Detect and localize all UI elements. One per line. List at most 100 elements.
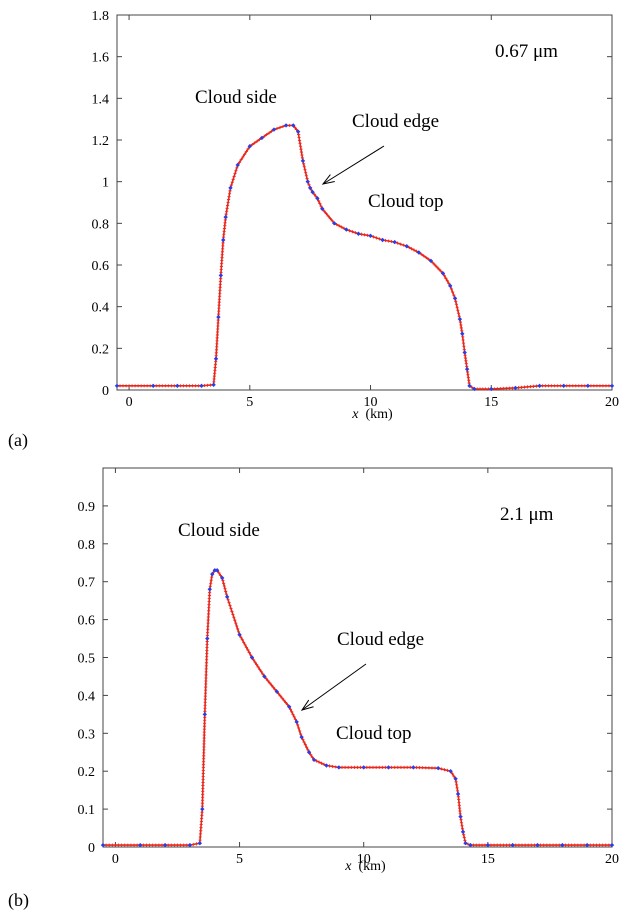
data-point (411, 765, 416, 770)
red-marker (554, 843, 558, 847)
red-marker (528, 385, 533, 389)
red-marker (278, 125, 282, 130)
red-marker (201, 760, 206, 764)
red-marker (516, 386, 521, 390)
red-marker (232, 615, 236, 619)
data-point (197, 841, 203, 846)
red-marker (181, 384, 186, 388)
data-point (205, 636, 210, 641)
red-marker (217, 297, 222, 301)
red-marker (206, 615, 210, 619)
red-marker (205, 652, 209, 656)
x-tick-label: 5 (236, 852, 243, 867)
red-marker (202, 721, 207, 725)
red-marker (296, 132, 301, 137)
red-marker (276, 692, 281, 696)
red-marker (207, 603, 211, 607)
red-marker (296, 723, 300, 727)
red-marker (298, 141, 302, 145)
data-point (202, 712, 207, 717)
data-point (472, 386, 477, 392)
red-marker (202, 751, 206, 755)
red-marker (304, 174, 308, 178)
red-marker (447, 281, 451, 285)
red-marker (322, 209, 326, 213)
plot-frame (116, 14, 613, 391)
red-marker (204, 679, 208, 683)
red-marker (233, 171, 237, 176)
red-marker (202, 724, 207, 728)
red-marker (292, 715, 296, 719)
red-marker (215, 342, 219, 346)
red-marker (359, 232, 364, 236)
red-marker (200, 801, 205, 805)
chart-panel-b: 0 0.1 0.2 0.3 0.4 0.5 0.6 0.7 0.8 0.9 0 5 10 15 20 x (k… (8, 467, 619, 911)
red-marker (205, 655, 209, 659)
red-marker (414, 249, 419, 253)
data-point (463, 841, 468, 846)
red-marker (576, 843, 580, 847)
red-marker (522, 385, 527, 389)
red-marker (424, 255, 428, 260)
red-marker (297, 135, 301, 140)
data-point (510, 842, 515, 848)
red-marker (203, 706, 207, 710)
red-marker (322, 762, 326, 766)
red-marker (298, 144, 303, 148)
red-marker (439, 767, 443, 771)
red-marker (317, 199, 321, 203)
red-marker (202, 383, 207, 388)
red-marker (542, 843, 546, 847)
data-point (609, 383, 615, 389)
red-marker (427, 766, 431, 770)
red-marker (222, 232, 226, 236)
red-marker (570, 843, 574, 847)
red-marker (213, 371, 217, 375)
red-marker (402, 765, 406, 770)
data-point (457, 316, 463, 322)
red-marker (459, 821, 464, 825)
red-marker (431, 261, 435, 265)
red-marker (201, 766, 206, 770)
data-point (114, 383, 120, 389)
red-marker (190, 384, 195, 388)
red-marker (547, 384, 551, 388)
x-axis-variable: x (351, 407, 359, 422)
red-marker (261, 672, 265, 676)
red-marker (198, 832, 203, 836)
red-marker (234, 169, 238, 173)
red-marker (202, 757, 206, 761)
data-point (310, 189, 315, 195)
red-marker (495, 387, 499, 391)
red-marker (237, 630, 241, 634)
red-marker (129, 843, 133, 847)
red-marker (136, 384, 140, 388)
red-marker (216, 321, 220, 325)
red-marker (426, 257, 431, 261)
red-marker (477, 843, 481, 847)
red-marker (201, 792, 205, 796)
red-marker (243, 643, 247, 647)
red-marker (204, 661, 209, 665)
red-marker (568, 384, 572, 388)
data-point (187, 842, 193, 848)
red-marker (201, 777, 205, 782)
red-marker (209, 581, 213, 585)
red-marker (163, 384, 167, 388)
x-axis-label: x (km) (351, 407, 393, 422)
data-point (306, 750, 312, 755)
red-marker (204, 673, 208, 677)
red-marker (213, 368, 217, 372)
red-marker (215, 345, 219, 349)
red-marker (452, 293, 456, 297)
red-marker (184, 384, 189, 388)
red-marker (235, 624, 239, 628)
red-marker (199, 829, 203, 833)
red-marker (419, 252, 423, 256)
red-marker (198, 838, 202, 842)
red-marker (207, 599, 211, 604)
red-marker (553, 384, 557, 388)
y-tick-label: 0.2 (92, 342, 110, 357)
red-marker (220, 256, 224, 260)
annotation-cloud-edge: Cloud edge (337, 629, 424, 650)
